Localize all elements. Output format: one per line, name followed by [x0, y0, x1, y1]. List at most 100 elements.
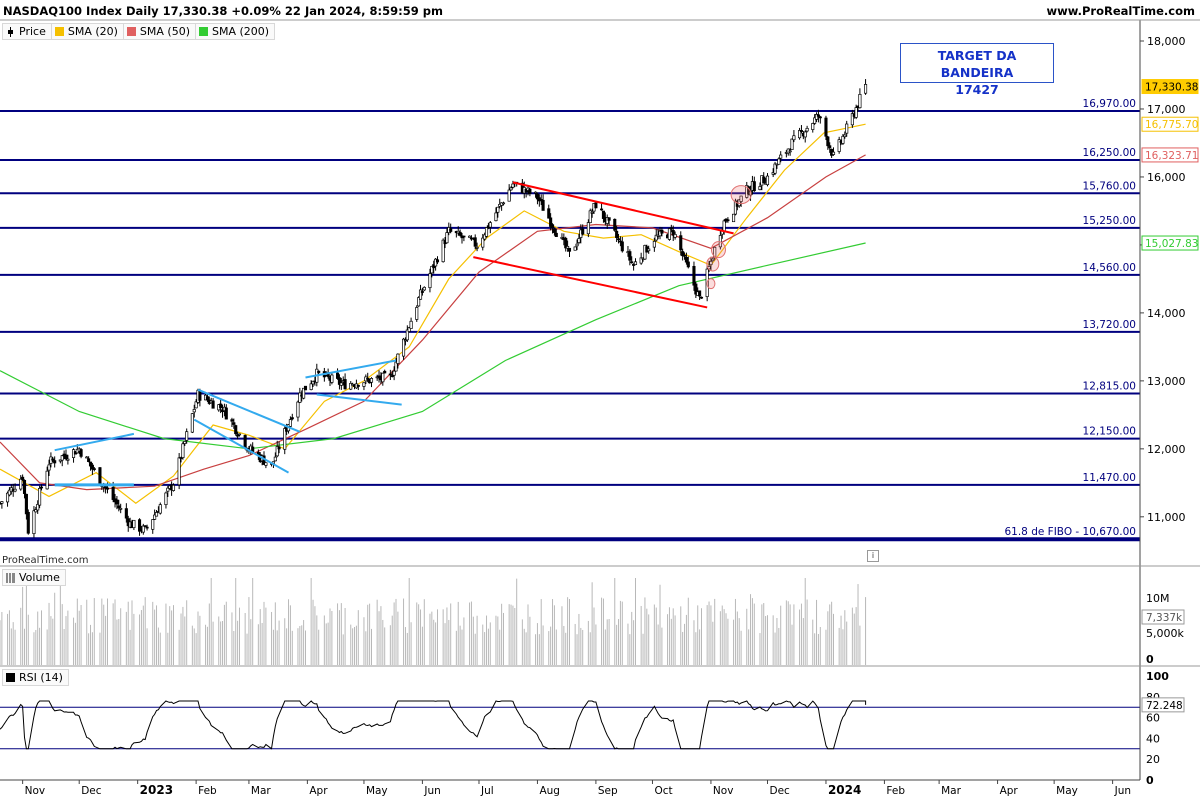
candle-body — [90, 464, 94, 470]
candle-body — [669, 227, 673, 230]
rsi-bands-layer — [0, 706, 1140, 750]
candle-body — [290, 417, 294, 420]
candle-body — [145, 526, 149, 529]
candle-body — [85, 456, 89, 459]
time-tick-label: Mar — [941, 785, 961, 797]
legend-item-volume[interactable]: Volume — [3, 570, 65, 585]
candle-body — [535, 193, 539, 200]
candle-body — [594, 202, 598, 209]
candle-body — [798, 130, 802, 139]
wedge-lower-line — [193, 418, 290, 474]
legend-item-sma20[interactable]: SMA (20) — [52, 24, 124, 39]
candle-body — [792, 135, 796, 141]
candle-body — [577, 238, 581, 243]
target-annotation[interactable]: TARGET DA BANDEIRA 17427 — [900, 43, 1054, 97]
candle-body — [600, 208, 604, 211]
candle-body — [752, 181, 756, 192]
legend-item-sma200[interactable]: SMA (200) — [196, 24, 274, 39]
candle-body — [309, 383, 313, 390]
candle-body — [588, 210, 592, 224]
info-icon[interactable]: i — [867, 550, 879, 562]
candle-body — [779, 154, 783, 159]
candle-body — [51, 458, 55, 461]
candle-body — [709, 260, 713, 266]
candle-body — [194, 401, 198, 409]
candle-body — [813, 117, 817, 124]
candle-body — [132, 519, 136, 529]
price-badge — [1141, 147, 1199, 163]
candle-body — [671, 230, 675, 236]
time-tick-label: Jun — [423, 785, 440, 797]
candle-body — [53, 460, 57, 464]
candle-body — [405, 329, 409, 341]
candle-body — [243, 435, 247, 448]
candle-body — [481, 237, 485, 248]
candle-body — [483, 234, 487, 240]
price-badge — [1141, 79, 1199, 95]
time-tick-label: 2023 — [140, 783, 173, 797]
sma-line — [0, 154, 866, 491]
candle-body — [564, 237, 568, 249]
candle-body — [22, 479, 27, 494]
flag-upper-line — [54, 432, 135, 452]
candle-body — [415, 307, 419, 320]
candle-body — [26, 511, 30, 534]
candle-body — [816, 114, 820, 117]
candle-body — [567, 247, 572, 252]
candle-body — [317, 370, 321, 373]
candle-body — [566, 246, 570, 249]
candle-body — [788, 150, 792, 153]
candle-body — [541, 199, 545, 211]
candle-body — [732, 213, 736, 223]
time-tick-label: Jun — [1114, 785, 1131, 797]
candle-body — [858, 94, 862, 109]
candle-body — [667, 228, 671, 240]
price-tick-label: 11,000 — [1147, 511, 1186, 524]
candle-body — [581, 228, 585, 235]
site-link[interactable]: www.ProRealTime.com — [1046, 4, 1195, 18]
candle-body — [773, 163, 777, 174]
candle-body — [630, 261, 634, 264]
rsi-badge-label: 72.248 — [1146, 700, 1183, 712]
time-tick-label: Mar — [251, 785, 271, 797]
candle-body — [552, 228, 556, 233]
candle-body — [417, 297, 421, 307]
candle-body — [7, 489, 11, 496]
candle-body — [673, 234, 677, 238]
candle-body — [549, 217, 553, 227]
legend-item-rsi[interactable]: RSI (14) — [3, 670, 68, 685]
candle-body — [166, 487, 170, 492]
candle-body — [388, 373, 392, 376]
candle-body — [722, 220, 726, 232]
candle-body — [762, 176, 766, 184]
price-tick-label: 18,000 — [1147, 35, 1186, 48]
candle-body — [652, 241, 656, 248]
candle-body — [104, 486, 108, 489]
candle-body — [573, 246, 577, 251]
level-label: 13,720.00 — [1083, 319, 1136, 331]
rsi-tick-label: 40 — [1146, 732, 1160, 745]
price-tick-label: 13,000 — [1147, 375, 1186, 388]
candle-body — [620, 241, 624, 252]
candle-body — [283, 428, 287, 450]
candle-body — [151, 519, 155, 530]
candle-body — [441, 239, 445, 263]
time-tick-label: Sep — [598, 785, 618, 797]
candle-body — [343, 379, 347, 390]
legend-item-price[interactable]: Price — [3, 24, 52, 39]
sma20-swatch-icon — [54, 27, 64, 36]
legend-item-sma50[interactable]: SMA (50) — [124, 24, 196, 39]
rsi-line — [0, 700, 867, 750]
candle-body — [458, 231, 462, 236]
candle-body — [528, 188, 532, 194]
candle-body — [98, 467, 102, 485]
candle-body — [718, 235, 722, 248]
candle-body — [369, 378, 374, 383]
candle-body — [349, 383, 353, 390]
candle-body — [224, 407, 228, 420]
candle-body — [47, 464, 51, 471]
volume-bars-layer — [0, 578, 867, 665]
candle-body — [362, 382, 366, 387]
candle-body — [501, 202, 506, 205]
candle-body — [117, 505, 121, 509]
